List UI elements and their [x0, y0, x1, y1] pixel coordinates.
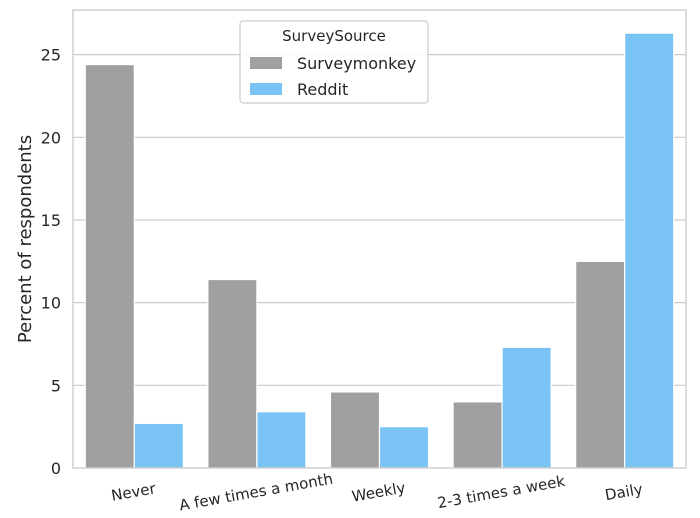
- bar-reddit-4: [624, 32, 675, 469]
- bar-reddit-2: [378, 426, 430, 469]
- bar-reddit-3: [501, 346, 552, 469]
- y-tick-label: 20: [41, 128, 61, 147]
- legend-box: [239, 20, 429, 104]
- legend-label-reddit: Reddit: [297, 80, 348, 99]
- legend-swatch-reddit: [250, 83, 282, 95]
- y-tick-label: 0: [51, 459, 61, 478]
- bar-surveymonkey-2: [329, 391, 381, 469]
- bar-surveymonkey-0: [84, 63, 135, 469]
- x-tick-label: Never: [110, 479, 158, 505]
- bars: [84, 32, 675, 469]
- y-tick-label: 5: [51, 376, 61, 395]
- x-tick-label: Weekly: [350, 478, 407, 505]
- y-tick-label: 10: [41, 294, 61, 313]
- legend: SurveySource Surveymonkey Reddit: [239, 20, 429, 104]
- y-tick-label: 25: [41, 46, 61, 65]
- bar-reddit-0: [133, 422, 184, 469]
- legend-label-surveymonkey: Surveymonkey: [297, 54, 416, 73]
- legend-swatch-surveymonkey: [250, 57, 282, 69]
- bar-reddit-1: [256, 411, 307, 469]
- x-tick-label: 2-3 times a week: [436, 472, 567, 512]
- bar-surveymonkey-4: [575, 260, 626, 469]
- bar-surveymonkey-1: [207, 278, 258, 469]
- legend-title: SurveySource: [282, 27, 386, 45]
- y-axis-label: Percent of respondents: [15, 135, 36, 343]
- legend-items: Surveymonkey Reddit: [250, 54, 416, 99]
- bar-surveymonkey-3: [452, 401, 503, 469]
- x-tick-label: A few times a month: [178, 470, 334, 515]
- plot-frame: [72, 9, 687, 469]
- y-tick-label: 15: [41, 211, 61, 230]
- x-tick-label: Daily: [604, 480, 645, 504]
